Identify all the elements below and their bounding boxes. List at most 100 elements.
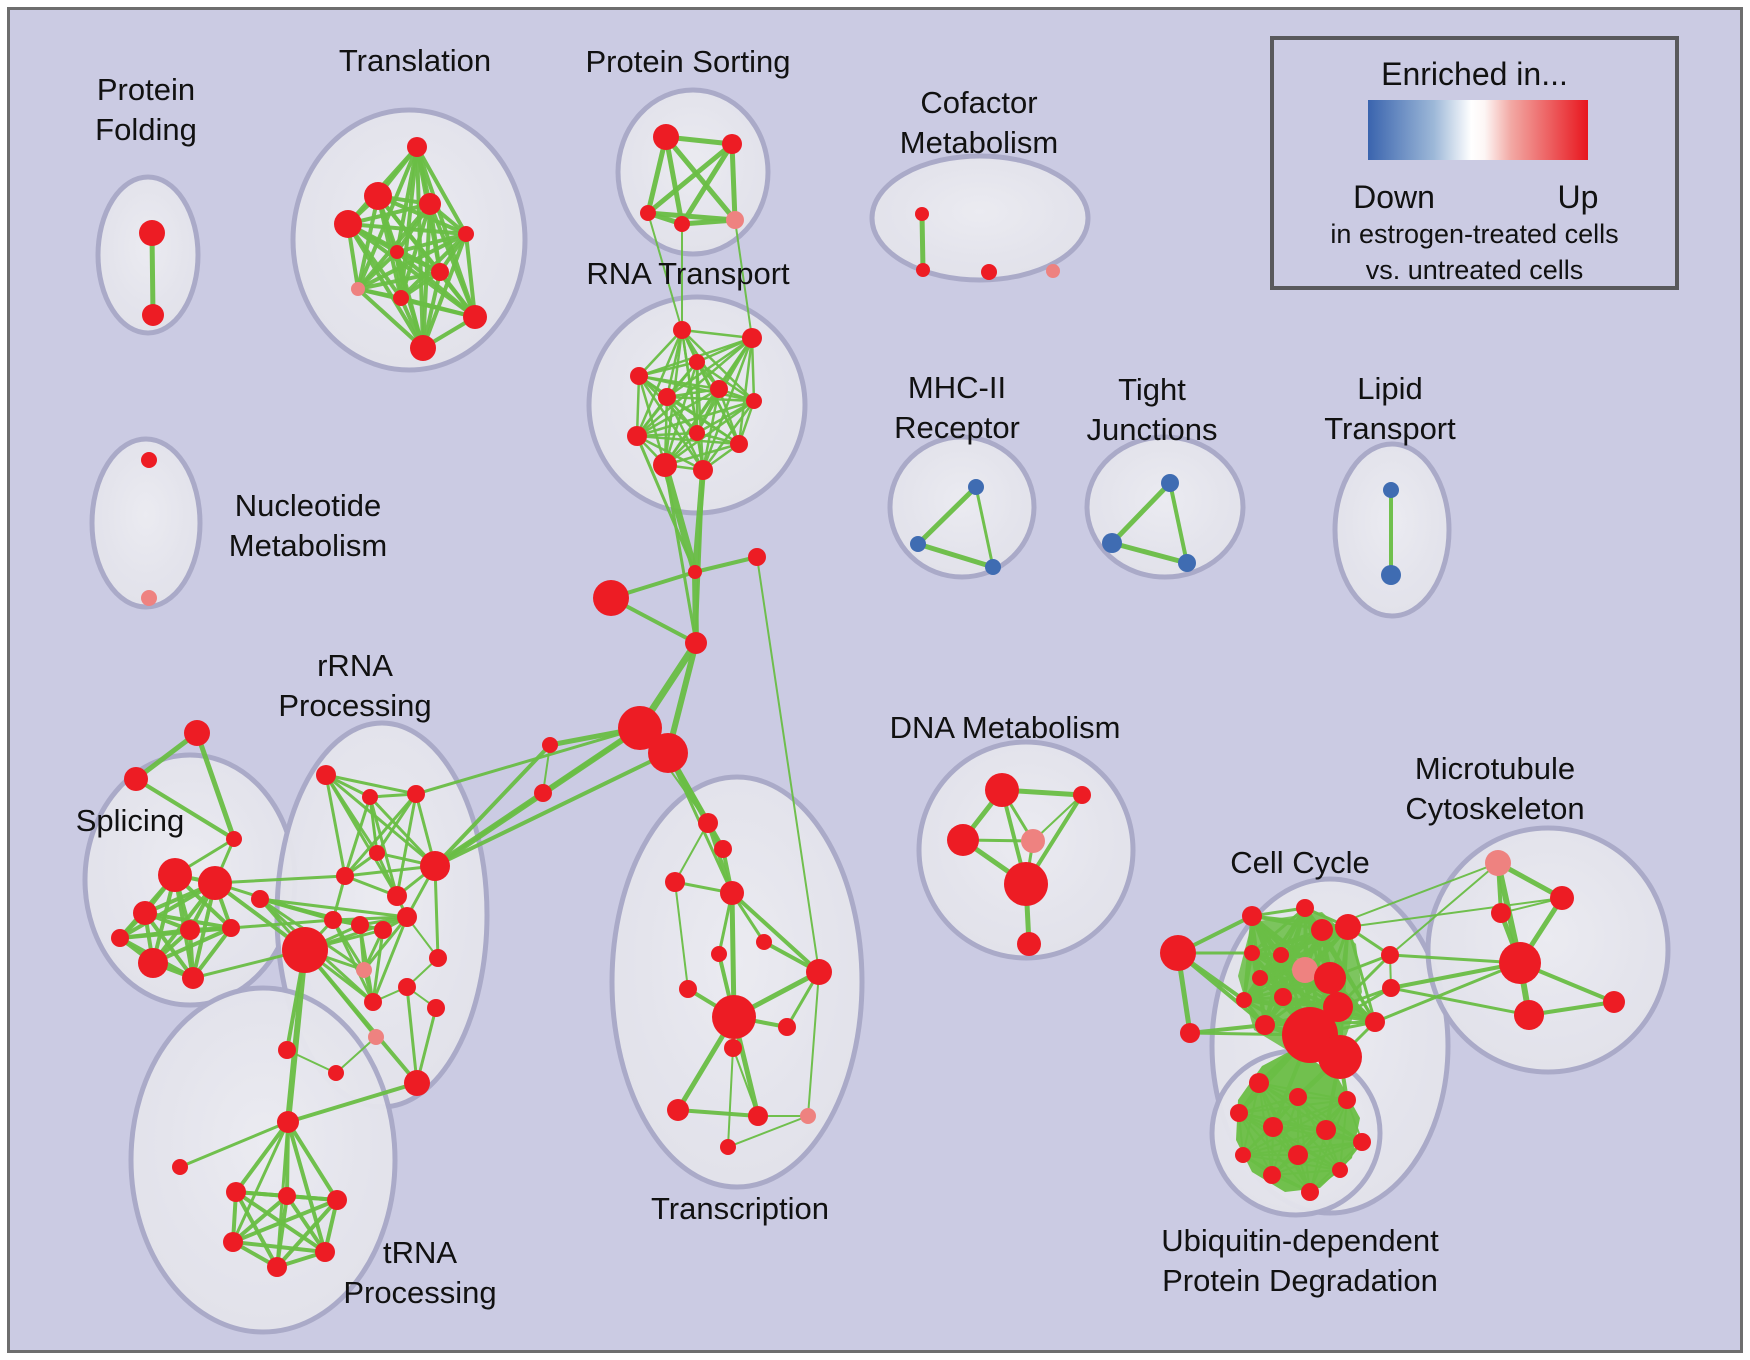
edge	[433, 864, 440, 960]
edge	[346, 222, 425, 350]
edge	[635, 434, 741, 446]
gene-set-node	[742, 328, 762, 348]
gene-set-node	[748, 548, 766, 566]
gene-set-node	[640, 205, 656, 221]
gene-set-node	[351, 282, 365, 296]
gene-set-node	[222, 919, 240, 937]
gene-set-node	[665, 872, 685, 892]
gene-set-node	[542, 737, 558, 753]
gene-set-node	[1273, 947, 1289, 963]
edge	[635, 387, 721, 438]
gene-set-node	[806, 959, 832, 985]
edge	[368, 795, 437, 868]
cluster-label-splicing: Splicing	[76, 803, 185, 838]
gene-set-node	[1338, 1091, 1356, 1109]
gene-set-node	[315, 1242, 335, 1262]
edge	[335, 1036, 377, 1074]
edge	[375, 792, 418, 855]
legend-caption-line1: in estrogen-treated cells	[1330, 219, 1618, 249]
cluster-label-translation: Translation	[339, 43, 491, 78]
edge	[637, 328, 684, 378]
edge	[680, 328, 754, 340]
edge	[231, 1198, 339, 1244]
edge	[405, 985, 419, 1085]
gene-set-node	[1289, 1088, 1307, 1106]
gene-set-node	[710, 380, 728, 398]
edge	[674, 822, 709, 883]
edge	[663, 463, 698, 645]
gene-set-node	[653, 124, 679, 150]
gene-set-node	[327, 1190, 347, 1210]
edge	[433, 743, 552, 868]
edge	[286, 1081, 419, 1124]
gene-set-node	[915, 207, 929, 221]
cluster-label-line: Transcription	[651, 1191, 829, 1226]
edge	[635, 434, 705, 472]
gene-set-node	[328, 1065, 344, 1081]
edge	[275, 1198, 339, 1269]
gene-set-node	[534, 784, 552, 802]
edge	[635, 374, 641, 438]
cluster-label-line: Lipid	[1357, 371, 1423, 406]
gene-set-node	[1550, 886, 1574, 910]
cluster-label-line: Cell Cycle	[1230, 845, 1370, 880]
edge	[213, 874, 347, 885]
cluster-label-line: tRNA	[383, 1235, 457, 1270]
edge	[635, 328, 684, 438]
edge	[356, 232, 468, 291]
gene-set-node	[714, 840, 732, 858]
gene-set-node	[726, 211, 744, 229]
edge	[637, 374, 705, 472]
edge	[1109, 480, 1173, 546]
edge	[645, 134, 669, 216]
gene-set-node	[138, 948, 168, 978]
edge	[303, 948, 419, 1085]
cluster-label-line: Protein Sorting	[585, 44, 790, 79]
gene-set-node	[1244, 945, 1260, 961]
gene-set-node	[410, 335, 436, 361]
edge	[695, 360, 756, 403]
gene-set-node	[746, 393, 762, 409]
cluster-label-line: Microtubule	[1415, 751, 1575, 786]
edge	[324, 773, 437, 868]
gene-set-node	[324, 911, 342, 929]
edge	[919, 211, 926, 273]
gene-set-node	[364, 182, 392, 210]
cluster-label-line: Receptor	[894, 410, 1020, 445]
cluster-ellipse-microtubule-cytoskeleton	[1425, 825, 1671, 1075]
edge	[637, 374, 667, 467]
gene-set-node	[1316, 1120, 1336, 1140]
gene-set-node	[267, 1257, 287, 1277]
edge	[428, 202, 477, 319]
edge	[701, 336, 754, 472]
gene-set-node	[1274, 988, 1292, 1006]
cluster-label-line: RNA Transport	[586, 256, 790, 291]
legend-up-label: Up	[1558, 179, 1599, 215]
gene-set-node	[748, 1106, 768, 1126]
edge	[701, 399, 756, 472]
gene-set-node	[1485, 850, 1511, 876]
edge	[343, 864, 437, 878]
gene-set-node	[463, 305, 487, 329]
gene-set-node	[334, 210, 362, 238]
edge	[1168, 481, 1189, 565]
cluster-label-dna-metabolism: DNA Metabolism	[890, 710, 1121, 745]
cluster-label-line: Folding	[95, 112, 197, 147]
gene-set-node	[720, 881, 744, 905]
edge	[661, 461, 699, 576]
gene-set-node	[712, 995, 756, 1039]
gene-set-node	[282, 927, 328, 973]
gene-set-node	[226, 1182, 246, 1202]
edge	[679, 141, 735, 227]
cluster-label-line: Tight	[1118, 372, 1186, 407]
edge	[369, 796, 378, 854]
gene-set-node	[1301, 1183, 1319, 1201]
gene-set-node	[1491, 903, 1511, 923]
edge	[1347, 897, 1563, 928]
edge	[362, 915, 409, 972]
gene-set-node	[397, 907, 417, 927]
cluster-label-line: Cytoskeleton	[1405, 791, 1584, 826]
edge	[647, 212, 683, 331]
edge	[730, 891, 821, 974]
gene-set-node	[1292, 957, 1318, 983]
